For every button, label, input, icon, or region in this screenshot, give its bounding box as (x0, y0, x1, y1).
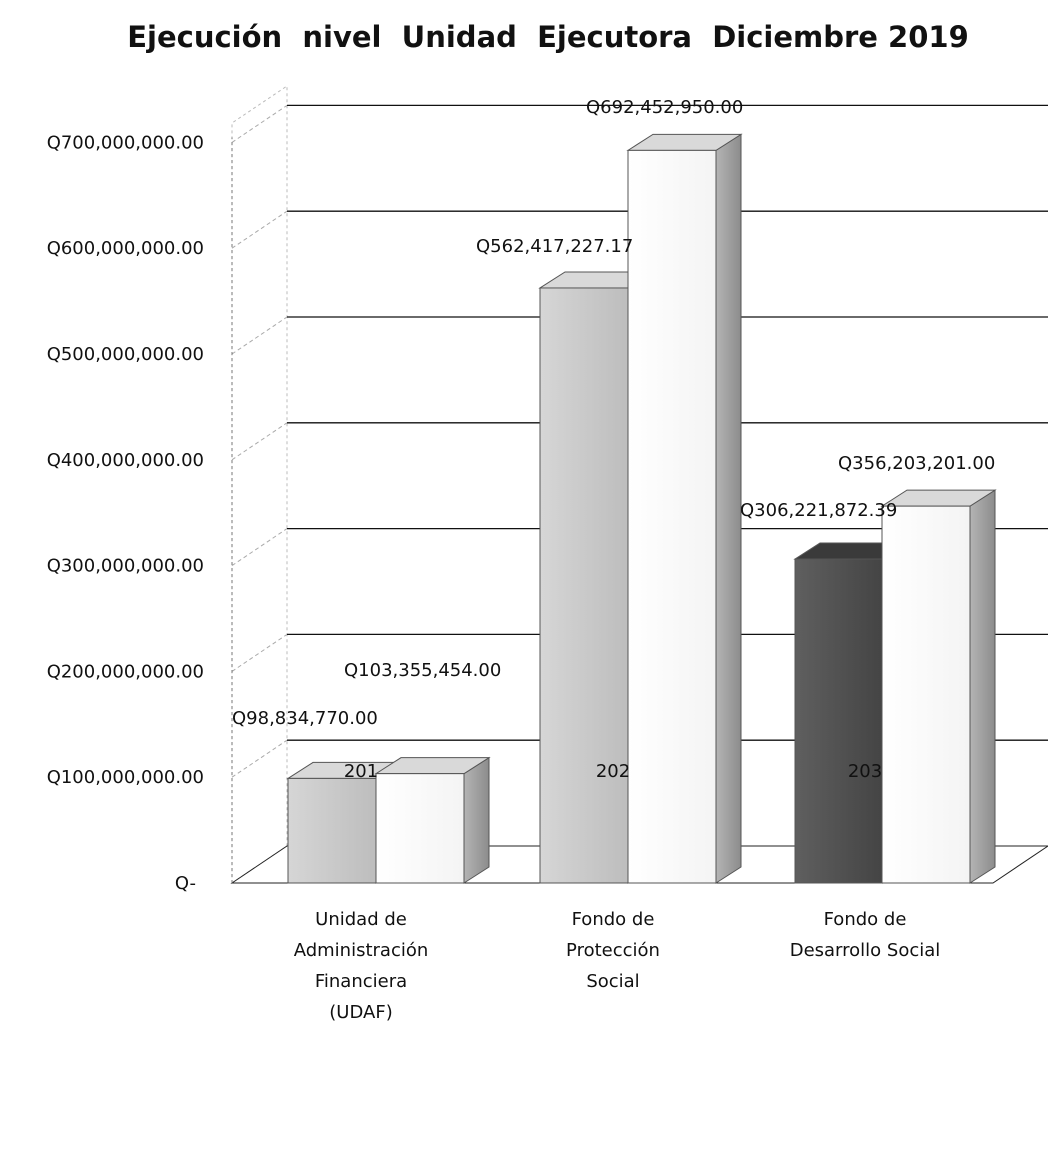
category-label: Protección (566, 940, 660, 961)
category-code: 201 (344, 761, 378, 782)
gridline-diagonal (231, 104, 288, 143)
y-tick-label: Q500,000,000.00 (47, 344, 204, 365)
gridline-diagonal (231, 210, 288, 249)
data-labels: Q98,834,770.00 Q103,355,454.00 Q562,417,22… (232, 97, 995, 729)
y-tick-label: Q100,000,000.00 (47, 767, 204, 788)
y-tick-label: Q600,000,000.00 (47, 238, 204, 259)
data-label: Q306,221,872.39 (740, 500, 897, 521)
category-code: 203 (848, 761, 882, 782)
gridline-diagonal (231, 422, 288, 461)
data-label: Q103,355,454.00 (344, 660, 501, 681)
bar-vigente-201 (375, 773, 465, 884)
y-tick-label: Q300,000,000.00 (47, 556, 204, 577)
y-tick-label: Q700,000,000.00 (47, 132, 204, 153)
category-label: Fondo de (824, 909, 907, 930)
gridline-diagonal (231, 528, 288, 567)
y-tick-label: Q200,000,000.00 (47, 661, 204, 682)
category-label: Administración (294, 940, 429, 961)
chart-title: Ejecución nivel Unidad Ejecutora Diciemb… (127, 20, 969, 54)
bar-devengado-203 (794, 558, 884, 884)
y-axis-labels: Q- Q100,000,000.00 Q200,000,000.00 Q300,000… (47, 132, 204, 894)
y-tick-label: Q400,000,000.00 (47, 450, 204, 471)
category-code: 202 (596, 761, 630, 782)
bar-side (969, 489, 996, 884)
data-label: Q562,417,227.17 (476, 236, 633, 257)
side-wall (231, 85, 288, 884)
category-label: (UDAF) (329, 1002, 392, 1023)
category-label: Desarrollo Social (790, 940, 941, 961)
category-label: Unidad de (315, 909, 407, 930)
category-label: Financiera (315, 971, 407, 992)
data-label: Q692,452,950.00 (586, 97, 743, 118)
bar-side (715, 133, 742, 884)
y-tick-label: Q- (175, 873, 196, 894)
data-label: Q356,203,201.00 (838, 453, 995, 474)
bar-devengado-202 (539, 287, 629, 884)
category-label: Social (586, 971, 639, 992)
bars (286, 133, 997, 884)
gridline-diagonal (231, 633, 288, 672)
category-label: Fondo de (572, 909, 655, 930)
gridline-diagonal (231, 739, 288, 778)
gridline-diagonal (231, 316, 288, 355)
bar-vigente-202 (627, 149, 717, 884)
bar-devengado-201 (287, 777, 377, 884)
bar-vigente-203 (881, 505, 971, 884)
bar-side (463, 756, 490, 884)
x-axis-labels: Unidad de Administración Financiera (UDAF) 2… (294, 761, 941, 1023)
data-label: Q98,834,770.00 (232, 708, 378, 729)
